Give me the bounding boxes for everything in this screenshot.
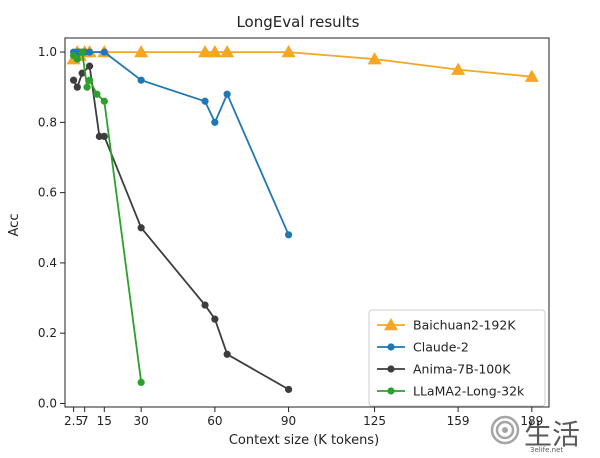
data-point bbox=[284, 385, 293, 394]
data-point bbox=[367, 52, 382, 65]
data-point bbox=[220, 45, 235, 58]
x-tick-label: 90 bbox=[281, 414, 296, 428]
data-point bbox=[524, 69, 539, 82]
x-tick-label: 189 bbox=[520, 414, 543, 428]
y-tick-label: 0.4 bbox=[38, 256, 57, 270]
series-2 bbox=[69, 48, 293, 239]
x-tick-label: 125 bbox=[363, 414, 386, 428]
y-axis-title: Acc bbox=[7, 214, 22, 237]
data-point bbox=[223, 90, 231, 98]
data-point bbox=[100, 48, 108, 56]
data-point bbox=[69, 76, 78, 84]
data-point bbox=[284, 231, 293, 239]
legend-label: LLaMA2-Long-32k bbox=[413, 384, 525, 399]
legend-marker bbox=[384, 318, 398, 331]
watermark-subtext: 3elife.net bbox=[530, 446, 563, 454]
legend-label: Claude-2 bbox=[413, 340, 469, 355]
chart-title: LongEval results bbox=[236, 13, 359, 31]
data-point bbox=[85, 76, 94, 84]
data-point bbox=[85, 48, 94, 56]
legend-marker bbox=[387, 387, 395, 395]
x-axis-title: Context size (K tokens) bbox=[229, 433, 379, 448]
data-point bbox=[83, 83, 91, 91]
legend-marker bbox=[387, 365, 395, 373]
x-tick-label: 2.5 bbox=[64, 414, 83, 428]
series-3 bbox=[69, 62, 293, 394]
data-point bbox=[211, 118, 219, 126]
legend-item: Claude-2 bbox=[377, 340, 469, 355]
y-tick-label: 0.6 bbox=[38, 186, 57, 200]
x-tick-label: 159 bbox=[447, 414, 470, 428]
data-point bbox=[211, 315, 219, 323]
y-tick-label: 1.0 bbox=[38, 45, 57, 59]
data-point bbox=[134, 45, 149, 58]
data-point bbox=[85, 62, 94, 70]
spiral-logo-icon bbox=[490, 415, 520, 445]
legend-item: Baichuan2-192K bbox=[377, 318, 516, 333]
plot-frame bbox=[64, 37, 550, 408]
y-tick-label: 0.0 bbox=[38, 396, 57, 410]
data-point bbox=[198, 45, 213, 58]
data-point bbox=[73, 83, 81, 91]
legend-box bbox=[368, 309, 546, 407]
legend-label: Baichuan2-192K bbox=[413, 318, 516, 333]
x-tick-label: 15 bbox=[97, 414, 112, 428]
plot-area bbox=[66, 45, 539, 394]
legend-item: Anima-7B-100K bbox=[377, 362, 511, 377]
series-4 bbox=[69, 48, 145, 386]
data-point bbox=[201, 301, 209, 309]
data-point bbox=[207, 45, 222, 58]
legend-marker bbox=[387, 343, 395, 351]
data-point bbox=[201, 97, 209, 105]
data-point bbox=[73, 55, 81, 63]
data-point bbox=[223, 350, 231, 358]
axes: 2.57 15 30 60 90 125 159 189 0.0 0.2 0.4 0.6 0.8 1.0 bbox=[38, 37, 550, 428]
x-tick-label: 30 bbox=[134, 414, 149, 428]
y-tick-label: 0.2 bbox=[38, 326, 57, 340]
data-point bbox=[281, 45, 296, 58]
data-point bbox=[137, 224, 145, 232]
legend: Baichuan2-192K Claude-2 Anima-7B-100K LLaMA… bbox=[368, 309, 546, 407]
y-tick-label: 0.8 bbox=[38, 115, 57, 129]
watermark-text: 生活 bbox=[524, 418, 580, 451]
data-point bbox=[137, 378, 145, 386]
legend-label: Anima-7B-100K bbox=[413, 362, 511, 377]
watermark: 生活 3elife.net bbox=[490, 415, 580, 454]
series-line bbox=[73, 51, 290, 236]
legend-item: LLaMA2-Long-32k bbox=[377, 384, 525, 399]
data-point bbox=[93, 90, 101, 98]
data-point bbox=[137, 76, 145, 84]
data-point bbox=[451, 62, 466, 75]
data-point bbox=[78, 48, 86, 56]
x-tick-label: 7 bbox=[81, 414, 89, 428]
data-point bbox=[100, 97, 108, 105]
data-point bbox=[100, 132, 108, 140]
x-tick-label: 60 bbox=[207, 414, 222, 428]
